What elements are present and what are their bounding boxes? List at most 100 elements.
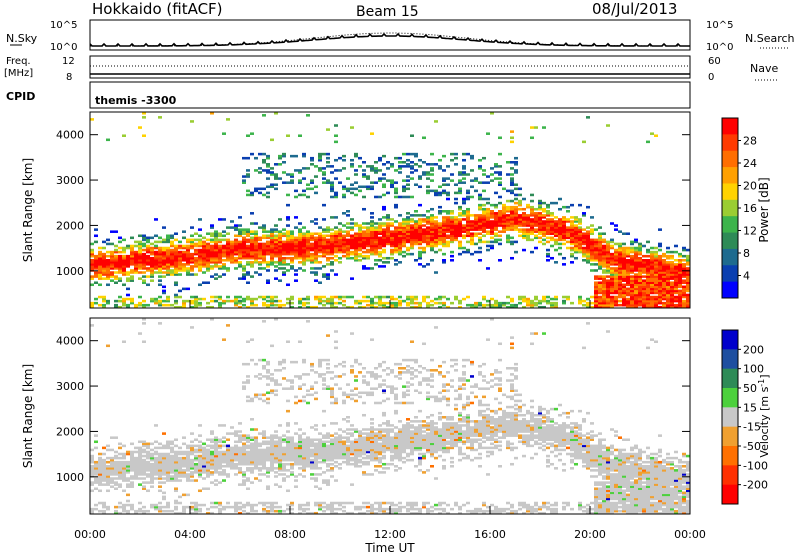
power-cell bbox=[354, 181, 358, 184]
power-cell bbox=[162, 286, 166, 289]
velocity-cell bbox=[342, 506, 346, 509]
power-cell bbox=[198, 235, 202, 238]
velocity-cell bbox=[210, 430, 214, 433]
velocity-cell bbox=[122, 461, 126, 464]
power-cell bbox=[350, 251, 354, 254]
velocity-cell bbox=[106, 445, 110, 448]
power-cell bbox=[490, 220, 494, 223]
power-cell bbox=[286, 173, 290, 176]
power-cell bbox=[646, 241, 650, 244]
velocity-cell bbox=[314, 443, 318, 446]
velocity-cell bbox=[206, 445, 210, 448]
power-cell bbox=[442, 183, 446, 186]
velocity-cell bbox=[206, 508, 210, 511]
velocity-cell bbox=[94, 447, 98, 450]
power-cell bbox=[506, 173, 510, 176]
power-cell bbox=[442, 169, 446, 172]
power-cell bbox=[294, 169, 298, 172]
power-cell bbox=[194, 232, 198, 235]
power-cell bbox=[326, 153, 330, 156]
velocity-cell bbox=[214, 502, 218, 505]
power-cell bbox=[354, 222, 358, 225]
power-cell bbox=[630, 241, 634, 244]
power-cell bbox=[546, 249, 550, 252]
power-cell bbox=[382, 265, 386, 268]
power-cell bbox=[382, 302, 386, 305]
power-cell bbox=[234, 239, 238, 242]
power-cell bbox=[562, 216, 566, 219]
power-cell bbox=[558, 247, 562, 250]
velocity-cell bbox=[198, 490, 202, 493]
power-cell bbox=[254, 230, 258, 233]
velocity-cell bbox=[322, 383, 326, 386]
power-cell bbox=[450, 153, 454, 156]
power-cell bbox=[362, 173, 366, 176]
power-cell bbox=[210, 239, 214, 242]
velocity-cell bbox=[298, 504, 302, 507]
power-cell bbox=[238, 261, 242, 264]
velocity-cell bbox=[190, 432, 194, 435]
power-cell bbox=[262, 153, 266, 156]
power-cell bbox=[598, 296, 602, 299]
power-cell bbox=[418, 175, 422, 178]
velocity-cell bbox=[238, 483, 242, 486]
power-cell bbox=[350, 296, 354, 299]
power-cell bbox=[678, 290, 682, 293]
power-cell bbox=[454, 153, 458, 156]
power-cell bbox=[514, 188, 518, 191]
velocity-cell bbox=[174, 438, 178, 441]
power-cell bbox=[466, 196, 470, 199]
power-cell bbox=[498, 153, 502, 156]
power-cell bbox=[518, 188, 522, 191]
velocity-cell bbox=[310, 385, 314, 388]
velocity-cell bbox=[242, 479, 246, 482]
power-cell bbox=[250, 237, 254, 240]
power-cell bbox=[242, 175, 246, 178]
power-cell bbox=[234, 257, 238, 260]
power-cell bbox=[574, 224, 578, 227]
velocity-cell bbox=[330, 371, 334, 374]
power-cell bbox=[674, 245, 678, 248]
velocity-cell bbox=[238, 502, 242, 505]
power-cell bbox=[370, 186, 374, 189]
power-cell bbox=[262, 296, 266, 299]
power-cell bbox=[106, 284, 110, 287]
velocity-cell bbox=[170, 510, 174, 513]
power-cell bbox=[642, 279, 646, 282]
power-cell bbox=[674, 251, 678, 254]
power-cell bbox=[490, 245, 494, 248]
velocity-cell bbox=[274, 369, 278, 372]
beam-title: Beam 15 bbox=[356, 4, 419, 20]
velocity-cell bbox=[326, 504, 330, 507]
power-cell bbox=[522, 198, 526, 201]
power-cell bbox=[210, 296, 214, 299]
power-cell bbox=[218, 245, 222, 248]
power-cell bbox=[386, 261, 390, 264]
power-cell bbox=[294, 155, 298, 158]
power-cell bbox=[90, 259, 94, 262]
power-cell bbox=[278, 163, 282, 166]
power-cell bbox=[530, 126, 534, 129]
power-cell bbox=[406, 212, 410, 215]
velocity-cell bbox=[318, 502, 322, 505]
power-cell bbox=[474, 177, 478, 180]
velocity-cell bbox=[218, 502, 222, 505]
velocity-cell bbox=[334, 340, 338, 343]
power-cell bbox=[514, 241, 518, 244]
power-cell bbox=[246, 239, 250, 242]
velocity-cell bbox=[246, 396, 250, 399]
power-cell bbox=[506, 161, 510, 164]
velocity-cell bbox=[286, 422, 290, 425]
velocity-heatmap-cells bbox=[90, 318, 690, 515]
power-cell bbox=[550, 298, 554, 301]
velocity-cell bbox=[262, 508, 266, 511]
velocity-cell bbox=[238, 467, 242, 470]
power-cell bbox=[674, 296, 678, 299]
power-cell bbox=[494, 177, 498, 180]
velocity-cell bbox=[326, 463, 330, 466]
power-cell bbox=[498, 181, 502, 184]
power-cell bbox=[386, 214, 390, 217]
velocity-cell bbox=[266, 392, 270, 395]
power-cell bbox=[326, 128, 330, 131]
velocity-cell bbox=[154, 477, 158, 480]
